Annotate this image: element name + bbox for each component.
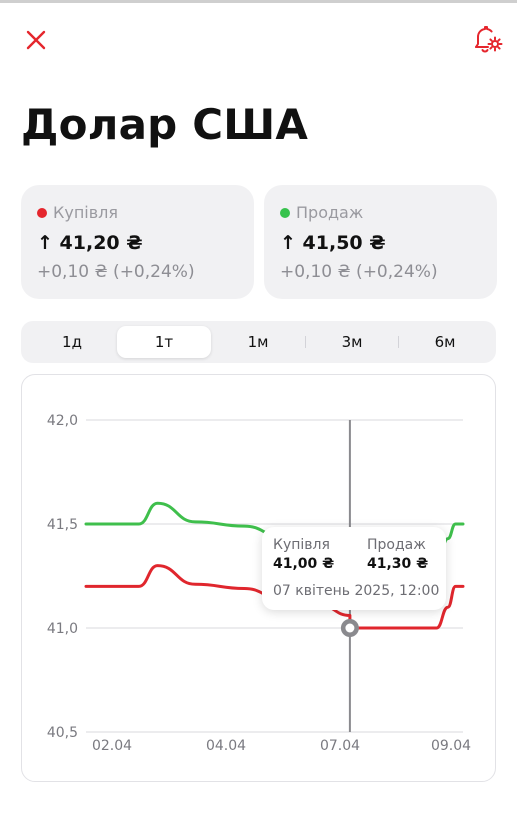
x-tick-label: 04.04 [206, 738, 246, 754]
sell-value: ↑ 41,50 ₴ [280, 232, 386, 254]
bell-settings-icon [475, 26, 503, 53]
notification-settings-button[interactable] [468, 22, 504, 58]
period-tab-3m[interactable]: 3м [341, 333, 363, 351]
period-tab-1d[interactable]: 1д [62, 333, 82, 351]
buy-series-line [84, 564, 465, 630]
cursor-marker-inner [345, 623, 355, 633]
buy-change: +0,10 ₴ (+0,24%) [37, 262, 195, 282]
buy-label: Купівля [53, 203, 119, 222]
page-title: Долар США [21, 100, 309, 149]
sell-label: Продаж [296, 203, 364, 222]
top-divider [0, 0, 517, 3]
buy-value: ↑ 41,20 ₴ [37, 232, 143, 254]
x-tick-label: 09.04 [431, 738, 471, 754]
close-button[interactable] [22, 26, 52, 56]
chart-tooltip: Купівля 41,00 ₴ Продаж 41,30 ₴ 07 квітен… [262, 527, 446, 610]
sell-rate-card: Продаж ↑ 41,50 ₴ +0,10 ₴ (+0,24%) [264, 185, 497, 299]
buy-label-row: Купівля [37, 203, 254, 222]
tooltip-sell-label: Продаж [367, 537, 426, 553]
x-tick-label: 07.04 [320, 738, 360, 754]
period-divider [398, 336, 399, 348]
y-tick-label: 41,0 [47, 621, 78, 637]
sell-indicator-dot [280, 207, 290, 218]
period-tab-6m[interactable]: 6м [434, 333, 456, 351]
buy-indicator-dot [37, 207, 47, 218]
sell-change: +0,10 ₴ (+0,24%) [280, 262, 438, 282]
period-divider [305, 336, 306, 348]
tooltip-buy-value: 41,00 ₴ [273, 556, 335, 572]
sell-label-row: Продаж [280, 203, 497, 222]
tooltip-buy-label: Купівля [273, 537, 330, 553]
tooltip-date: 07 квітень 2025, 12:00 [273, 583, 440, 599]
y-tick-label: 41,5 [47, 517, 78, 533]
period-tab-1m[interactable]: 1м [247, 333, 269, 351]
period-selector: 1д 1т 1м 3м 6м [21, 321, 496, 363]
y-tick-label: 40,5 [47, 725, 78, 741]
period-tab-1w[interactable]: 1т [117, 326, 211, 358]
close-icon [26, 30, 46, 50]
x-tick-label: 02.04 [92, 738, 132, 754]
buy-rate-card: Купівля ↑ 41,20 ₴ +0,10 ₴ (+0,24%) [21, 185, 254, 299]
y-tick-label: 42,0 [47, 413, 78, 429]
tooltip-sell-value: 41,30 ₴ [367, 556, 429, 572]
